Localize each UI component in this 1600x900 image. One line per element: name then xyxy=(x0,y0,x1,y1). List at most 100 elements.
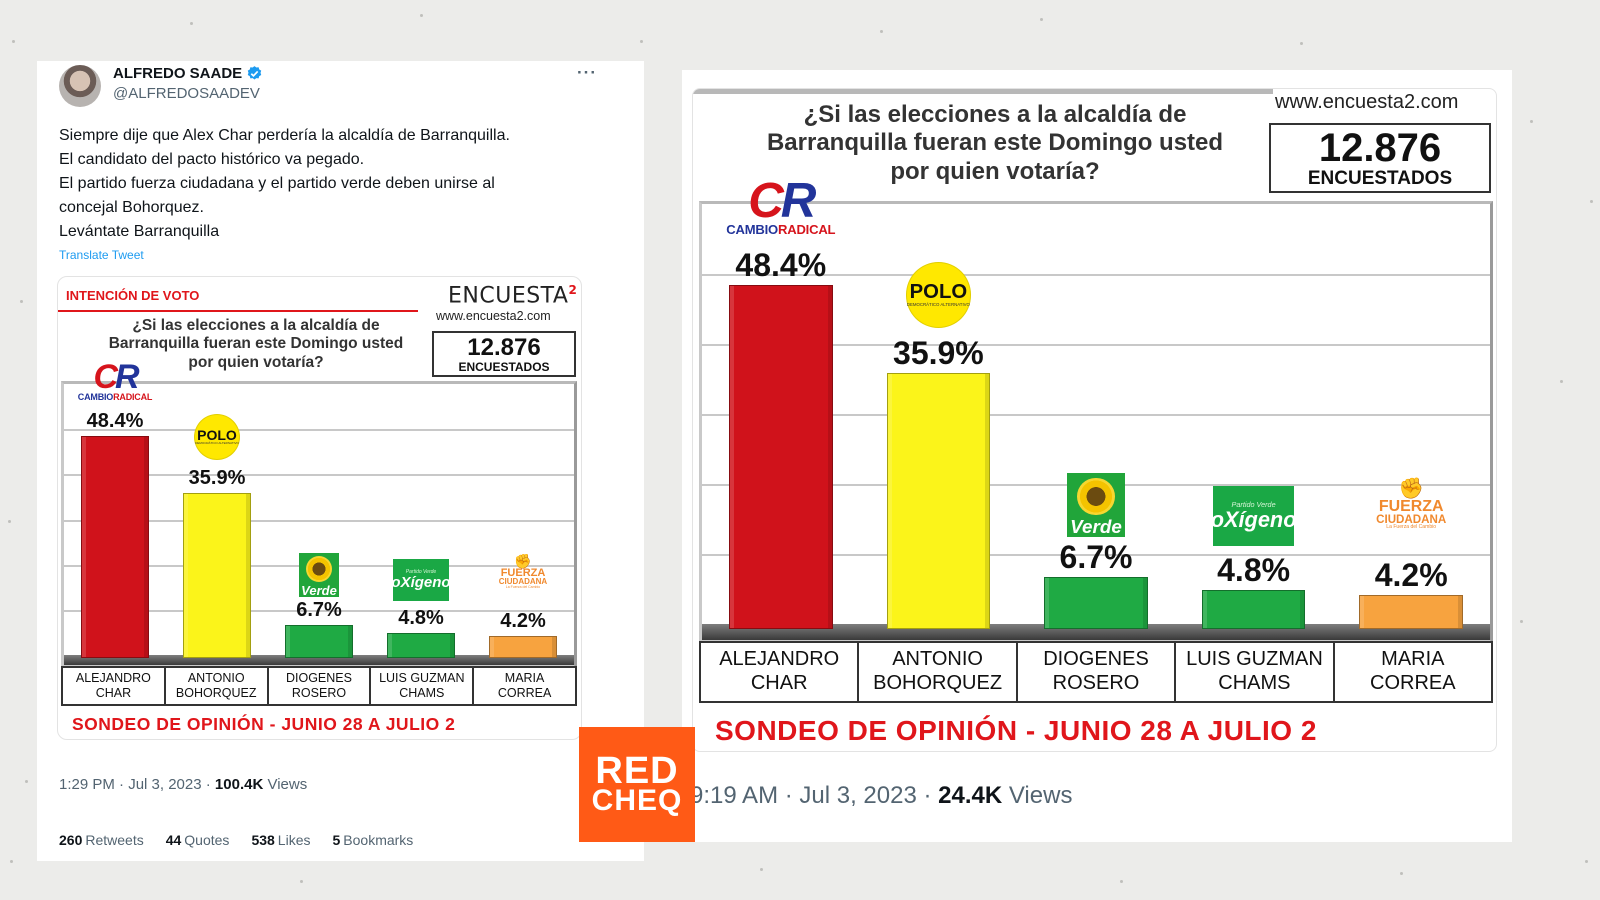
category-label-line: BOHORQUEZ xyxy=(175,686,257,700)
category-label-line: MARIA xyxy=(504,671,545,686)
bar-diogenes-rosero xyxy=(1044,577,1148,629)
gridline xyxy=(64,609,574,612)
bar-luis-guzman-chams xyxy=(1201,590,1306,629)
intencion-underline xyxy=(58,310,418,312)
likes-label[interactable]: Likes xyxy=(277,832,311,848)
paper-speck xyxy=(1120,880,1123,883)
brand-superscript: 2 xyxy=(568,283,578,297)
poll-url: www.encuesta2.com xyxy=(436,309,551,323)
bar-alejandro-char xyxy=(729,285,833,629)
respondents-box: 12.876 ENCUESTADOS xyxy=(1269,123,1491,193)
sunflower-icon xyxy=(1077,477,1115,516)
fist-icon: ✊ xyxy=(514,553,532,570)
cr-mark-icon: CR xyxy=(77,360,153,394)
bar-value-label: 4.8% xyxy=(1217,552,1291,589)
category-label: ALEJANDRO CHAR xyxy=(63,668,166,704)
polo-sub: DEMOCRÁTICO ALTERNATIVO xyxy=(195,441,239,446)
fist-icon: ✊ xyxy=(1398,478,1424,500)
views-label: Views xyxy=(1008,782,1073,809)
timestamp-text[interactable]: 1:29 PM · Jul 3, 2023 · xyxy=(59,776,211,793)
author-name[interactable]: ALFREDO SAADE xyxy=(113,65,263,82)
retweets-count[interactable]: 260 xyxy=(59,832,83,848)
translate-tweet-link[interactable]: Translate Tweet xyxy=(59,248,144,262)
bookmarks-count[interactable]: 5 xyxy=(332,832,341,848)
retweets-label[interactable]: Retweets xyxy=(85,832,144,848)
category-label-line: CHAMS xyxy=(1218,672,1291,694)
bookmarks-stat[interactable]: 5 Bookmarks xyxy=(332,832,413,848)
gridline xyxy=(64,519,574,522)
more-horizontal-icon[interactable]: ··· xyxy=(577,63,597,82)
fuerza-ciudadana-logo: ✊ FUERZA CIUDADANA La Fuerza del Cambio xyxy=(491,554,555,590)
bar-value-label: 48.4% xyxy=(735,247,827,284)
right-timestamp[interactable]: 9:19 AM · Jul 3, 2023 · 24.4K Views xyxy=(690,782,1072,810)
category-label-line: LUIS GUZMAN xyxy=(379,671,465,686)
avatar[interactable] xyxy=(59,65,101,107)
category-label: ANTONIO BOHORQUEZ xyxy=(166,668,269,704)
paper-speck xyxy=(1530,120,1533,123)
brand-text: ENCUESTA xyxy=(448,283,569,309)
cr-text-b: RADICAL xyxy=(113,392,153,403)
verde-text: Verde xyxy=(1070,516,1122,538)
retweets-stat[interactable]: 260 Retweets xyxy=(59,832,144,848)
category-label-line: CHAMS xyxy=(399,686,445,700)
poll-image-small[interactable]: INTENCIÓN DE VOTO ENCUESTA2 ¿Si las elec… xyxy=(57,276,582,740)
respondents-label: ENCUESTADOS xyxy=(1307,168,1453,189)
bar-maria-correa xyxy=(1359,594,1463,629)
verde-text: Verde xyxy=(301,582,337,598)
cr-text-a: CAMBIO xyxy=(77,392,114,403)
quotes-count[interactable]: 44 xyxy=(165,832,182,848)
tweet-text-line: El candidato del pacto histórico va pega… xyxy=(59,151,365,168)
respondents-count: 12.876 xyxy=(467,334,541,361)
oxigeno-sub: Partido Verde xyxy=(1231,500,1276,510)
poll-question: ¿Si las elecciones a la alcaldía de Barra… xyxy=(76,317,436,372)
poll-question: ¿Si las elecciones a la alcaldía de Barra… xyxy=(715,101,1275,186)
bar-value-label: 6.7% xyxy=(296,598,342,621)
cr-mark-r: R xyxy=(780,172,817,228)
likes-stat[interactable]: 538 Likes xyxy=(251,832,310,848)
category-label-line: ROSERO xyxy=(1052,672,1140,694)
paper-speck xyxy=(300,880,303,883)
poll-url: www.encuesta2.com xyxy=(1275,91,1459,113)
gridline xyxy=(702,554,1490,556)
timestamp-text[interactable]: 9:19 AM · Jul 3, 2023 · xyxy=(690,782,932,809)
views-count: 100.4K xyxy=(214,776,264,793)
author-handle[interactable]: @ALFREDOSAADEV xyxy=(113,85,260,102)
polo-logo: POLO DEMOCRÁTICO ALTERNATIVO xyxy=(195,414,239,459)
chart-floor xyxy=(64,655,574,665)
paper-speck xyxy=(880,30,883,33)
fuerza-text-b: CIUDADANA xyxy=(498,577,548,587)
tweet-stats: 260 Retweets 44 Quotes 538 Likes 5 Bookmarks xyxy=(59,832,413,848)
category-label: ANTONIO BOHORQUEZ xyxy=(859,643,1018,701)
polo-text: POLO xyxy=(909,281,968,304)
oxigeno-text: oXígeno xyxy=(391,574,451,592)
paper-speck xyxy=(1590,200,1593,203)
fuerza-text-b: CIUDADANA xyxy=(1376,513,1447,527)
quotes-stat[interactable]: 44 Quotes xyxy=(166,832,230,848)
paper-speck xyxy=(640,40,643,43)
chart-plot-area: 48.4% 35.9% 6.7% 4.8% 4.2% xyxy=(61,381,577,668)
cr-text-a: CAMBIO xyxy=(726,222,778,237)
quotes-label[interactable]: Quotes xyxy=(184,832,230,848)
verde-logo: Verde xyxy=(299,552,339,598)
bar-value-label: 6.7% xyxy=(1059,539,1133,576)
gridline xyxy=(702,414,1490,416)
respondents-box: 12.876 ENCUESTADOS xyxy=(432,331,576,377)
category-label-line: ALEJANDRO xyxy=(75,671,151,686)
likes-count[interactable]: 538 xyxy=(251,832,275,848)
author-name-text[interactable]: ALFREDO SAADE xyxy=(113,65,243,82)
top-rule xyxy=(693,89,1273,94)
bookmarks-label[interactable]: Bookmarks xyxy=(343,832,414,848)
verde-logo: Verde xyxy=(1067,473,1125,538)
tweet-text-line: El partido fuerza ciudadana y el partido… xyxy=(59,175,495,192)
paper-speck xyxy=(1040,18,1043,21)
question-line: Barranquilla fueran este Domingo usted xyxy=(766,129,1224,157)
paper-speck xyxy=(1585,860,1588,863)
cr-text-b: RADICAL xyxy=(778,222,836,237)
paper-speck xyxy=(1520,620,1523,623)
oxigeno-sub: Partido Verde xyxy=(405,569,437,576)
intencion-de-voto-label: INTENCIÓN DE VOTO xyxy=(66,288,200,303)
tweet-timestamp[interactable]: 1:29 PM · Jul 3, 2023 · 100.4K Views xyxy=(59,776,307,793)
bar-value-label: 48.4% xyxy=(86,410,144,433)
category-label: LUIS GUZMAN CHAMS xyxy=(371,668,475,704)
category-row: ALEJANDRO CHAR ANTONIO BOHORQUEZ DIOGENES ROS… xyxy=(699,641,1493,703)
